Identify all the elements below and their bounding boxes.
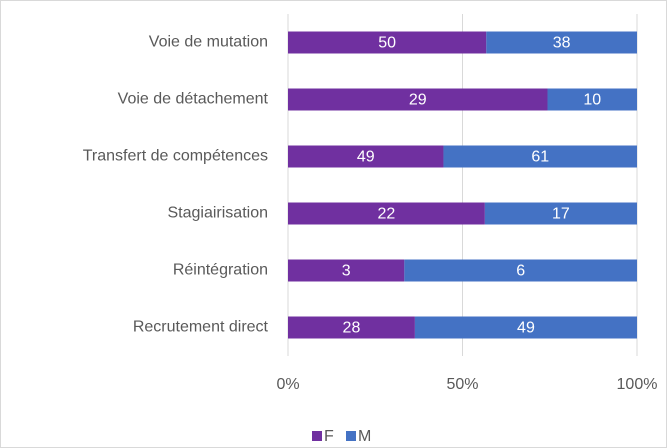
value-label: 17 — [552, 206, 570, 223]
legend-label: F — [324, 428, 334, 445]
y-tick-label: Transfert de compétences — [83, 148, 268, 165]
y-tick-label: Réintégration — [173, 262, 268, 279]
value-label: 28 — [343, 320, 361, 337]
legend-label: M — [358, 428, 371, 445]
bar-segment — [484, 202, 637, 225]
bar-segment — [288, 145, 444, 168]
value-label: 22 — [378, 206, 396, 223]
legend-swatch — [312, 431, 322, 441]
y-tick-label: Voie de mutation — [149, 34, 268, 51]
x-tick-label: 0% — [276, 376, 299, 393]
legend-swatch — [346, 431, 356, 441]
value-label: 3 — [342, 263, 351, 280]
bar-segment — [547, 88, 637, 111]
bar-segment — [404, 259, 637, 282]
y-tick-label: Stagiairisation — [168, 205, 269, 222]
bar-segment — [288, 88, 548, 111]
bar-segment — [443, 145, 637, 168]
value-label: 61 — [531, 149, 549, 166]
value-label: 38 — [553, 35, 571, 52]
x-tick-label: 50% — [446, 376, 478, 393]
value-label: 49 — [517, 320, 535, 337]
y-tick-label: Voie de détachement — [118, 91, 269, 108]
value-label: 50 — [378, 35, 396, 52]
value-label: 10 — [583, 92, 601, 109]
bar-segment — [288, 202, 485, 225]
y-tick-label: Recrutement direct — [133, 319, 269, 336]
x-tick-label: 100% — [617, 376, 658, 393]
value-label: 29 — [409, 92, 427, 109]
bar-segment — [288, 316, 415, 339]
bar-segment — [414, 316, 637, 339]
bar-segment — [486, 31, 637, 54]
bar-segment — [288, 31, 487, 54]
value-label: 49 — [357, 149, 375, 166]
value-label: 6 — [516, 263, 525, 280]
bar-segment — [288, 259, 405, 282]
